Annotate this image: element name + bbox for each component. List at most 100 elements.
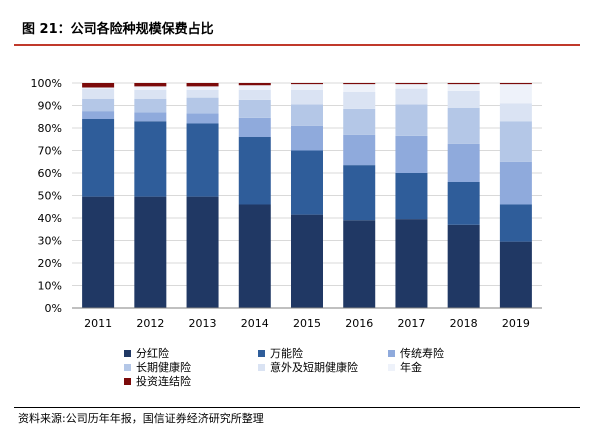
y-tick-label: 40%	[38, 212, 62, 225]
legend-label: 年金	[400, 360, 422, 374]
bars-layer	[82, 83, 532, 308]
bar-segment	[186, 123, 219, 197]
bar-segment	[343, 84, 376, 92]
bar-segment	[134, 121, 167, 197]
bar-segment	[291, 214, 323, 308]
title-rule	[14, 44, 580, 46]
bar-segment	[395, 83, 428, 85]
bar-segment	[134, 86, 167, 90]
legend-label: 传统寿险	[400, 346, 444, 360]
bar-segment	[395, 219, 428, 308]
bar-segment	[343, 220, 376, 308]
legend-swatch	[124, 364, 131, 371]
bar-segment	[134, 89, 167, 99]
bar-segment	[499, 84, 532, 104]
bar-segment	[82, 87, 115, 89]
bar-segment	[343, 108, 376, 135]
legend-swatch	[124, 378, 131, 385]
legend-swatch	[388, 350, 395, 357]
bar-segment	[291, 104, 323, 126]
bar-segment	[186, 83, 219, 87]
bar-segment	[238, 85, 271, 90]
y-tick-label: 60%	[38, 167, 62, 180]
y-tick-label: 70%	[38, 145, 62, 158]
bar-segment	[395, 104, 428, 136]
bar-segment	[395, 88, 428, 105]
legend-label: 投资连结险	[136, 374, 191, 388]
bar-segment	[238, 117, 271, 137]
bar-segment	[134, 112, 167, 122]
bar-segment	[291, 150, 323, 215]
bar-segment	[291, 83, 323, 85]
bar-segment	[82, 111, 115, 119]
bar-segment	[447, 90, 480, 108]
legend-swatch	[258, 364, 265, 371]
bar-segment	[447, 143, 480, 182]
axis-layer: 0% 10% 20% 30% 40% 50% 60% 70% 80% 90% 100% 2011 201…	[31, 77, 542, 330]
y-tick-label: 30%	[38, 235, 62, 248]
bar-segment	[134, 196, 167, 308]
x-tick-label: 2013	[189, 317, 217, 330]
bar-segment	[238, 89, 271, 100]
y-tick-label: 10%	[38, 280, 62, 293]
bar-segment	[186, 97, 219, 114]
bar-segment	[343, 92, 376, 109]
bar-segment	[499, 204, 532, 242]
bar-segment	[395, 135, 428, 173]
legend-swatch	[124, 350, 131, 357]
bar-segment	[291, 125, 323, 151]
bar-segment	[186, 86, 219, 90]
x-tick-label: 2016	[345, 317, 373, 330]
legend-label: 万能险	[270, 346, 303, 360]
bar-segment	[186, 196, 219, 308]
bar-segment	[82, 98, 115, 112]
bar-segment	[499, 83, 532, 85]
x-tick-label: 2012	[136, 317, 164, 330]
legend-label: 意外及短期健康险	[270, 360, 358, 374]
bar-segment	[82, 196, 115, 308]
x-tick-label: 2019	[502, 317, 530, 330]
bar-segment	[395, 173, 428, 220]
bar-segment	[447, 107, 480, 144]
bar-segment	[447, 182, 480, 225]
stacked-bar-chart: 0% 10% 20% 30% 40% 50% 60% 70% 80% 90% 100% 2011 201…	[31, 77, 542, 388]
bar-segment	[134, 83, 167, 87]
y-tick-label: 80%	[38, 122, 62, 135]
bar-segment	[186, 113, 219, 124]
x-tick-label: 2015	[293, 317, 321, 330]
bar-segment	[238, 204, 271, 308]
x-tick-label: 2011	[84, 317, 112, 330]
source-rule	[14, 407, 580, 408]
y-tick-label: 50%	[38, 190, 62, 203]
bar-segment	[395, 84, 428, 89]
bar-segment	[343, 83, 376, 85]
y-tick-label: 100%	[31, 77, 62, 90]
legend-swatch	[388, 364, 395, 371]
legend-label: 分红险	[136, 346, 169, 360]
bar-segment	[82, 119, 115, 197]
source-note: 资料来源:公司历年年报，国信证券经济研究所整理	[18, 412, 264, 425]
bar-segment	[447, 224, 480, 308]
y-tick-label: 0%	[45, 302, 62, 315]
bar-segment	[499, 161, 532, 205]
bar-segment	[134, 98, 167, 113]
bar-segment	[291, 84, 323, 90]
bar-segment	[343, 165, 376, 221]
bar-segment	[238, 137, 271, 205]
bar-segment	[447, 84, 480, 91]
bar-segment	[291, 89, 323, 105]
y-tick-label: 90%	[38, 100, 62, 113]
bar-segment	[499, 241, 532, 308]
bar-segment	[238, 83, 271, 86]
bar-segment	[82, 88, 115, 99]
bar-segment	[186, 89, 219, 98]
x-tick-label: 2017	[397, 317, 425, 330]
x-tick-label: 2014	[241, 317, 269, 330]
title-bar: 图 21：公司各险种规模保费占比	[0, 0, 594, 44]
bar-segment	[499, 121, 532, 162]
legend-swatch	[258, 350, 265, 357]
bar-segment	[343, 134, 376, 166]
figure-title: 图 21：公司各险种规模保费占比	[22, 22, 214, 37]
bar-segment	[82, 83, 115, 88]
